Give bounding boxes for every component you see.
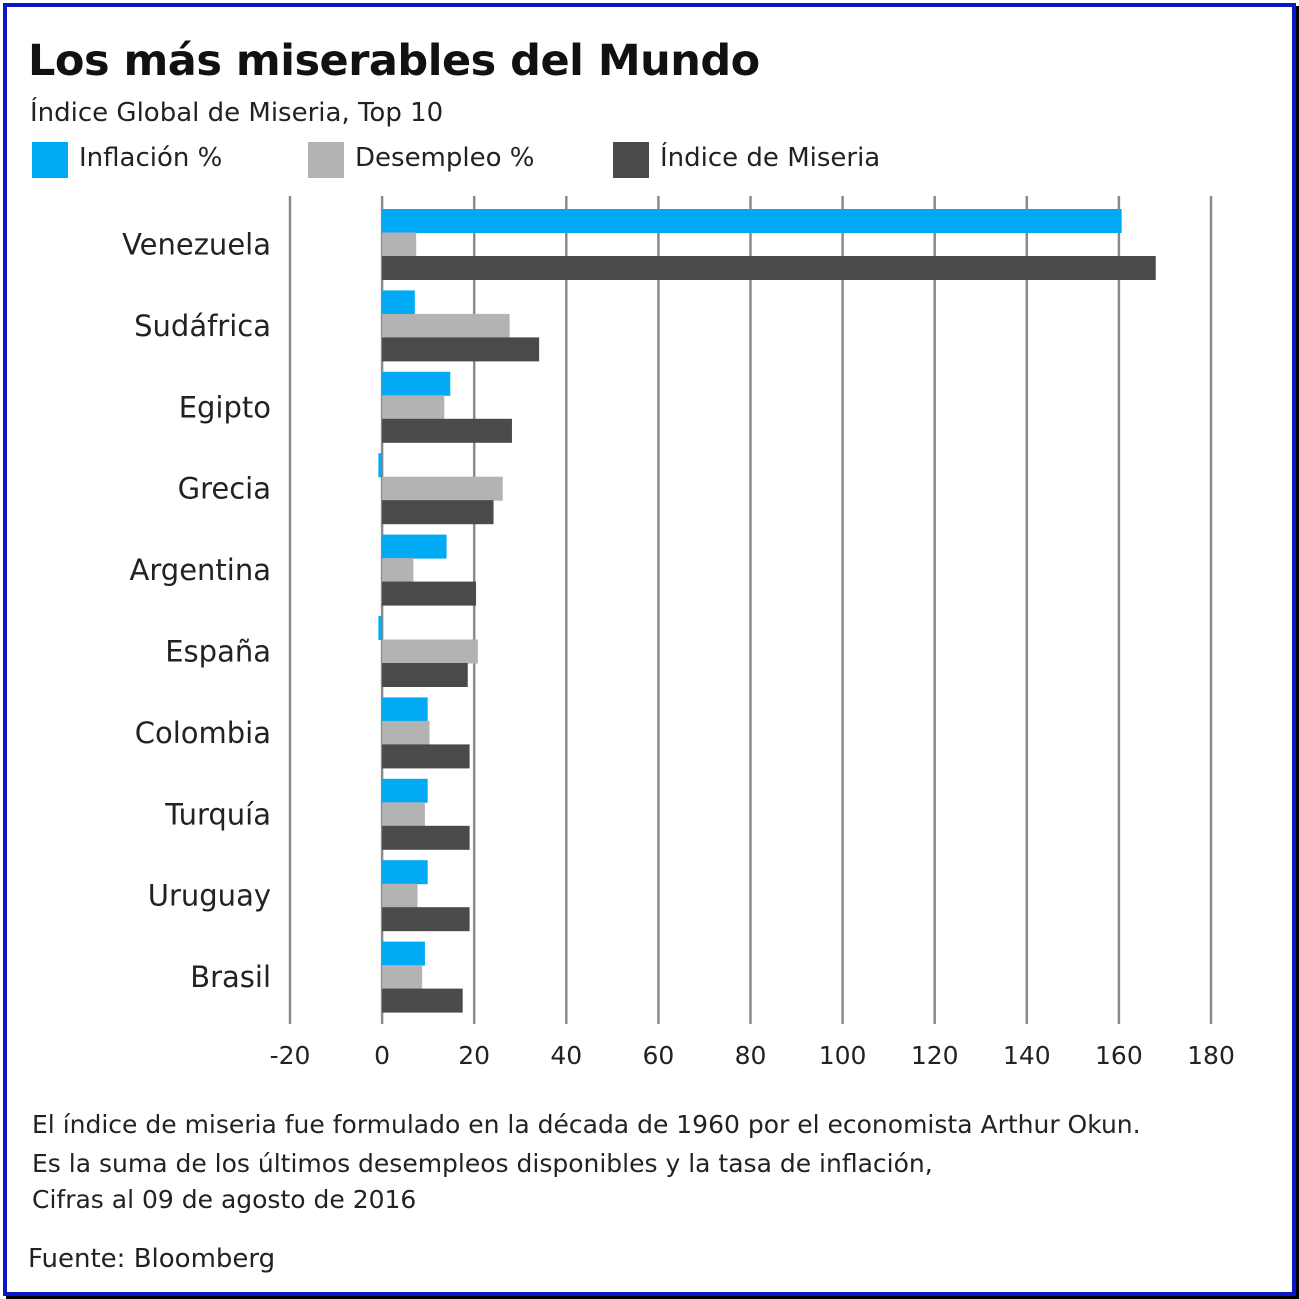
bar-espana-2 bbox=[382, 663, 468, 687]
x-tick-label: -20 bbox=[270, 1041, 311, 1070]
category-label: Turquía bbox=[164, 797, 271, 831]
note-line-3: Cifras al 09 de agosto de 2016 bbox=[32, 1185, 417, 1214]
bar-brasil-0 bbox=[382, 941, 425, 966]
bar-grecia-2 bbox=[382, 500, 494, 525]
bar-egipto-1 bbox=[382, 395, 445, 420]
source-note: Fuente: Bloomberg bbox=[28, 1244, 276, 1274]
chart-title: Los más miserables del Mundo bbox=[28, 36, 760, 86]
bar-egipto-0 bbox=[382, 371, 451, 396]
bar-uruguay-2 bbox=[382, 907, 470, 932]
legend-label-inflacion: Inflación % bbox=[79, 143, 223, 173]
bar-colombia-1 bbox=[382, 720, 430, 745]
bar-grecia-1 bbox=[382, 476, 503, 501]
bar-brasil-2 bbox=[382, 988, 463, 1013]
bar-espana-1 bbox=[382, 639, 478, 664]
category-label: España bbox=[165, 635, 271, 669]
category-label: Argentina bbox=[130, 553, 271, 587]
legend-label-desempleo: Desempleo % bbox=[355, 143, 535, 173]
bar-venezuela-1 bbox=[382, 232, 417, 257]
legend-swatch-desempleo bbox=[308, 142, 344, 178]
x-tick-label: 140 bbox=[1003, 1041, 1051, 1070]
bar-egipto-2 bbox=[382, 418, 512, 443]
note-line-1: El índice de miseria fue formulado en la… bbox=[32, 1110, 1141, 1139]
legend-swatch-indice bbox=[613, 142, 649, 178]
x-tick-label: 80 bbox=[735, 1041, 767, 1070]
category-label: Colombia bbox=[135, 716, 271, 750]
category-label: Sudáfrica bbox=[134, 309, 271, 343]
bar-argentina-1 bbox=[382, 558, 414, 583]
chart-subtitle: Índice Global de Miseria, Top 10 bbox=[30, 98, 444, 128]
category-label: Brasil bbox=[190, 960, 271, 994]
x-tick-label: 120 bbox=[911, 1041, 959, 1070]
bar-argentina-0 bbox=[382, 534, 447, 559]
bar-colombia-2 bbox=[382, 744, 470, 769]
bar-sudafrica-1 bbox=[382, 313, 510, 338]
bar-sudafrica-2 bbox=[382, 337, 540, 362]
legend-label-indice: Índice de Miseria bbox=[660, 143, 881, 173]
category-label: Egipto bbox=[179, 390, 271, 424]
bar-turquia-0 bbox=[382, 778, 428, 803]
category-label: Uruguay bbox=[148, 879, 271, 913]
x-tick-label: 40 bbox=[550, 1041, 582, 1070]
bar-uruguay-1 bbox=[382, 883, 418, 908]
x-tick-label: 60 bbox=[642, 1041, 674, 1070]
bar-sudafrica-0 bbox=[382, 290, 415, 315]
bar-turquia-1 bbox=[382, 802, 425, 827]
bar-grecia-0 bbox=[378, 453, 383, 478]
x-tick-label: 0 bbox=[374, 1041, 390, 1070]
bar-uruguay-0 bbox=[382, 860, 428, 885]
category-label: Grecia bbox=[178, 472, 271, 506]
legend-swatch-inflacion bbox=[32, 142, 68, 178]
category-label: Venezuela bbox=[122, 228, 271, 262]
x-tick-label: 180 bbox=[1187, 1041, 1235, 1070]
note-line-2: Es la suma de los últimos desempleos dis… bbox=[32, 1149, 933, 1178]
bar-venezuela-0 bbox=[382, 209, 1122, 233]
bar-brasil-1 bbox=[382, 965, 423, 990]
x-tick-label: 160 bbox=[1095, 1041, 1143, 1070]
bar-turquia-2 bbox=[382, 825, 470, 850]
bar-venezuela-2 bbox=[382, 256, 1156, 280]
bar-espana-0 bbox=[378, 616, 383, 640]
bar-argentina-2 bbox=[382, 581, 477, 606]
x-tick-label: 100 bbox=[819, 1041, 867, 1070]
bar-colombia-0 bbox=[382, 697, 428, 722]
x-tick-label: 20 bbox=[458, 1041, 490, 1070]
